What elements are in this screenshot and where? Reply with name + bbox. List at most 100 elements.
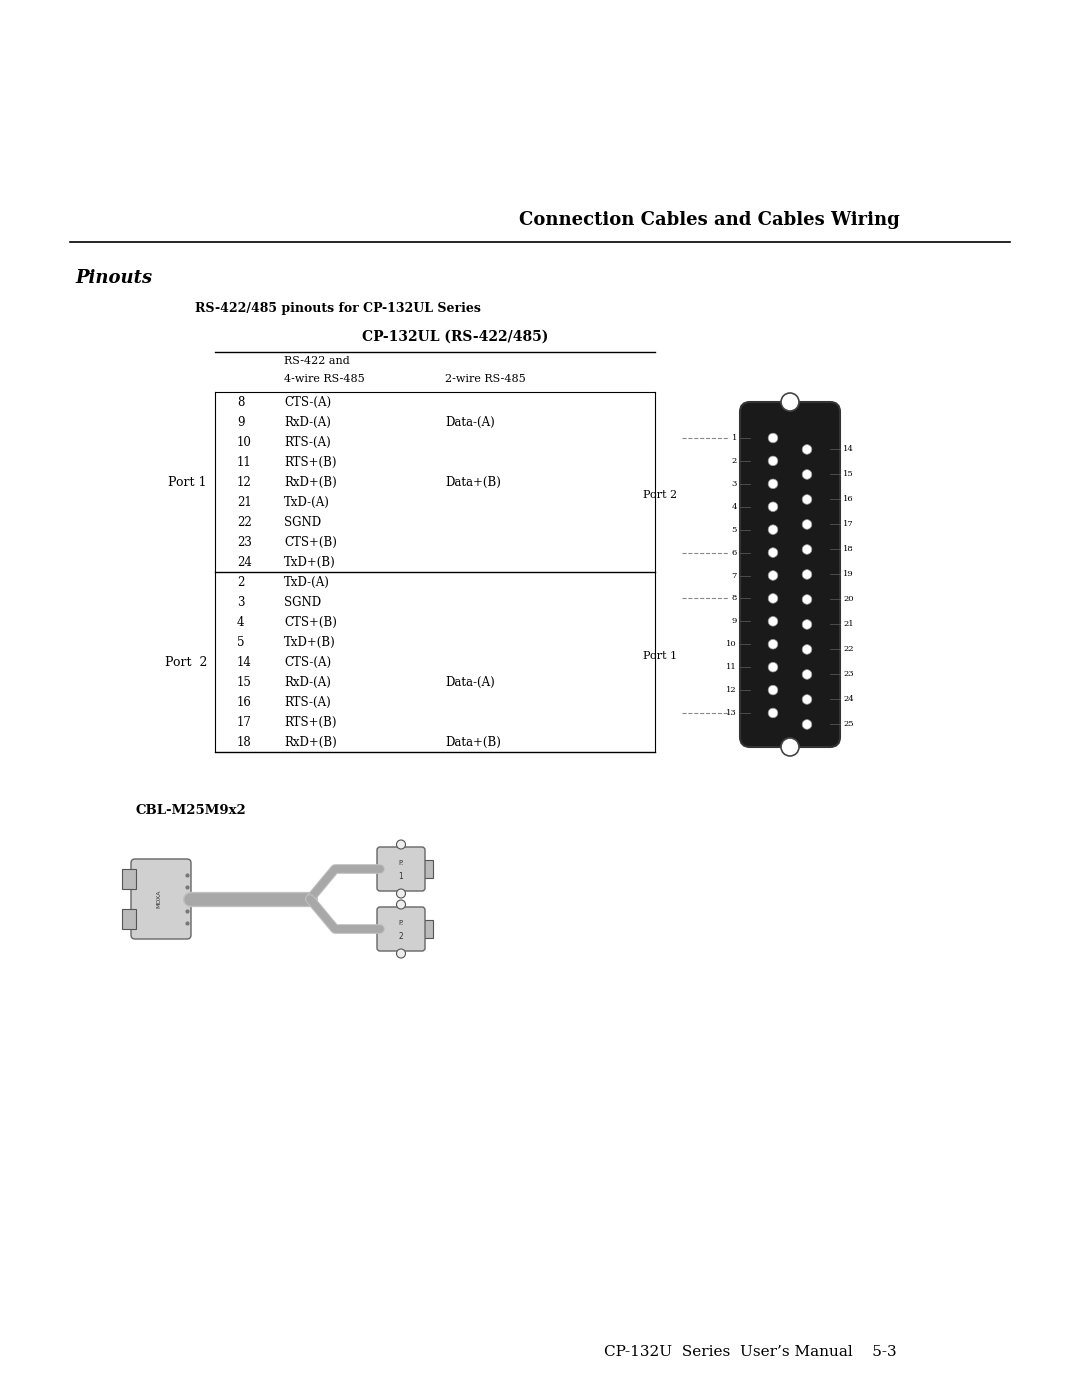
Text: Pinouts: Pinouts (75, 270, 152, 286)
Circle shape (802, 694, 812, 704)
Text: 15: 15 (237, 676, 252, 689)
Text: Data-(A): Data-(A) (445, 676, 495, 689)
Circle shape (802, 669, 812, 679)
Text: 1: 1 (731, 434, 737, 441)
Text: TxD-(A): TxD-(A) (284, 496, 329, 509)
Text: RxD+(B): RxD+(B) (284, 475, 337, 489)
FancyBboxPatch shape (421, 921, 433, 937)
Text: 10: 10 (727, 640, 737, 648)
Circle shape (768, 479, 778, 489)
Circle shape (802, 520, 812, 529)
Text: 23: 23 (237, 535, 252, 549)
Text: P.: P. (399, 921, 404, 926)
Text: 13: 13 (726, 710, 737, 717)
Text: Data-(A): Data-(A) (445, 415, 495, 429)
Text: Port 2: Port 2 (643, 490, 677, 500)
Circle shape (396, 840, 405, 849)
Text: RTS+(B): RTS+(B) (284, 715, 337, 728)
Text: RS-422 and: RS-422 and (284, 356, 350, 366)
FancyBboxPatch shape (131, 859, 191, 939)
Circle shape (802, 595, 812, 605)
Circle shape (768, 455, 778, 465)
Circle shape (802, 570, 812, 580)
Circle shape (802, 719, 812, 729)
Text: 8: 8 (731, 594, 737, 602)
Circle shape (768, 616, 778, 626)
Text: 23: 23 (843, 671, 853, 679)
Circle shape (768, 594, 778, 604)
Text: 24: 24 (237, 556, 252, 569)
Text: 20: 20 (843, 595, 853, 604)
Circle shape (768, 525, 778, 535)
FancyBboxPatch shape (377, 907, 426, 951)
Text: P.: P. (399, 861, 404, 866)
Text: Data+(B): Data+(B) (445, 735, 501, 749)
Text: 7: 7 (731, 571, 737, 580)
Circle shape (768, 640, 778, 650)
Text: MOXA: MOXA (156, 890, 161, 908)
Circle shape (768, 433, 778, 443)
Text: 9: 9 (731, 617, 737, 626)
Circle shape (781, 738, 799, 756)
Text: 8: 8 (237, 395, 244, 408)
Text: SGND: SGND (284, 595, 321, 609)
Text: 21: 21 (843, 620, 853, 629)
Text: 16: 16 (843, 496, 853, 503)
Text: 15: 15 (843, 471, 854, 478)
Text: 19: 19 (843, 570, 854, 578)
Text: 25: 25 (843, 721, 853, 728)
Text: CTS+(B): CTS+(B) (284, 535, 337, 549)
Text: 18: 18 (843, 545, 854, 553)
Text: 2-wire RS-485: 2-wire RS-485 (445, 374, 526, 384)
Text: 2: 2 (732, 457, 737, 465)
Text: 9: 9 (237, 415, 244, 429)
Text: 11: 11 (726, 664, 737, 671)
Text: 12: 12 (727, 686, 737, 694)
Circle shape (781, 393, 799, 411)
Circle shape (768, 662, 778, 672)
Text: Port  2: Port 2 (164, 655, 207, 669)
Text: 22: 22 (237, 515, 252, 528)
Circle shape (802, 545, 812, 555)
Text: 2: 2 (399, 932, 403, 940)
Text: CTS-(A): CTS-(A) (284, 395, 332, 408)
Text: Connection Cables and Cables Wiring: Connection Cables and Cables Wiring (519, 211, 900, 229)
Text: 21: 21 (237, 496, 252, 509)
Text: 4-wire RS-485: 4-wire RS-485 (284, 374, 365, 384)
Circle shape (768, 571, 778, 580)
Text: CTS-(A): CTS-(A) (284, 655, 332, 669)
Text: Port 1: Port 1 (168, 475, 207, 489)
Circle shape (802, 620, 812, 629)
Text: 14: 14 (843, 446, 854, 454)
Text: CP-132UL (RS-422/485): CP-132UL (RS-422/485) (362, 330, 549, 344)
Text: 5: 5 (237, 636, 244, 648)
Text: TxD+(B): TxD+(B) (284, 556, 336, 569)
Circle shape (768, 708, 778, 718)
Circle shape (802, 495, 812, 504)
Text: 17: 17 (237, 715, 252, 728)
Text: 6: 6 (732, 549, 737, 556)
Text: 3: 3 (731, 479, 737, 488)
Text: 1: 1 (399, 872, 403, 880)
Text: CTS+(B): CTS+(B) (284, 616, 337, 629)
Text: 4: 4 (237, 616, 244, 629)
Text: RxD+(B): RxD+(B) (284, 735, 337, 749)
Text: 2: 2 (237, 576, 244, 588)
Text: 22: 22 (843, 645, 853, 654)
Circle shape (768, 502, 778, 511)
Circle shape (396, 888, 405, 898)
Text: 3: 3 (237, 595, 244, 609)
FancyBboxPatch shape (740, 402, 840, 747)
Text: CBL-M25M9x2: CBL-M25M9x2 (135, 805, 246, 817)
Text: 11: 11 (237, 455, 252, 468)
Text: RTS+(B): RTS+(B) (284, 455, 337, 468)
Text: RTS-(A): RTS-(A) (284, 436, 330, 448)
Text: 18: 18 (237, 735, 252, 749)
Circle shape (802, 469, 812, 479)
Circle shape (396, 949, 405, 958)
FancyBboxPatch shape (377, 847, 426, 891)
Text: 12: 12 (237, 475, 252, 489)
Text: RS-422/485 pinouts for CP-132UL Series: RS-422/485 pinouts for CP-132UL Series (195, 302, 481, 314)
Text: TxD-(A): TxD-(A) (284, 576, 329, 588)
Circle shape (802, 644, 812, 654)
